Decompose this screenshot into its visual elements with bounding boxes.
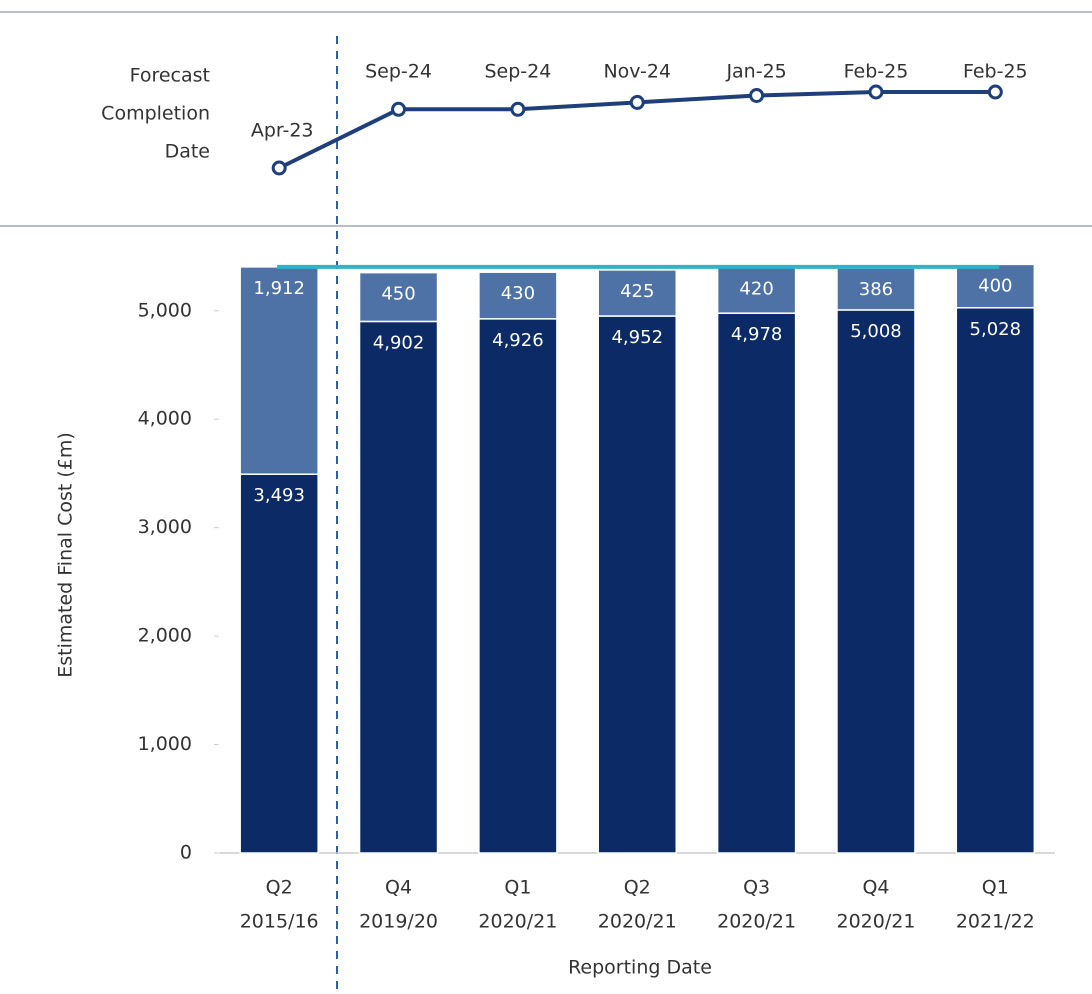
y-tick-label: 1,000 xyxy=(138,733,192,755)
bar-segment xyxy=(836,309,916,854)
y-tick-label: 0 xyxy=(180,842,192,864)
x-tick-label: 2015/16 xyxy=(240,911,319,933)
x-tick-label: Q2 xyxy=(624,877,651,899)
x-tick-label: Q3 xyxy=(743,877,770,899)
data-label: 4,926 xyxy=(492,330,544,351)
data-label: Nov-24 xyxy=(603,61,671,83)
bar-segment xyxy=(358,320,439,854)
x-tick-label: Q4 xyxy=(385,877,412,899)
x-tick-label: 2020/21 xyxy=(717,911,796,933)
bar-segment xyxy=(597,315,677,854)
data-label: Sep-24 xyxy=(365,61,432,83)
x-tick-label: 2019/20 xyxy=(359,911,438,933)
y-tick-label: 3,000 xyxy=(138,516,192,538)
data-label: 386 xyxy=(859,279,893,300)
data-label: 1,912 xyxy=(253,278,305,299)
forecast-point xyxy=(749,88,765,104)
line-title: Date xyxy=(165,141,210,163)
data-label: Feb-25 xyxy=(844,61,909,83)
x-tick-label: Q4 xyxy=(862,877,889,899)
data-label: 450 xyxy=(381,284,415,305)
bar-segment xyxy=(239,266,319,475)
x-tick-label: 2021/22 xyxy=(956,911,1035,933)
x-tick-label: Q1 xyxy=(982,877,1009,899)
bar-segment xyxy=(358,271,439,323)
x-tick-label: Q1 xyxy=(504,877,531,899)
data-label: 4,952 xyxy=(611,327,663,348)
line-title: Completion xyxy=(101,103,210,125)
data-label: 425 xyxy=(620,281,654,302)
forecast-point xyxy=(510,101,526,117)
bar-segment xyxy=(716,266,797,314)
x-tick-label: 2020/21 xyxy=(836,911,915,933)
data-label: 3,493 xyxy=(253,485,305,506)
x-axis-label: Reporting Date xyxy=(568,957,712,979)
forecast-point xyxy=(987,84,1003,100)
bar-segment xyxy=(478,318,558,854)
bar-segment xyxy=(239,473,319,854)
x-tick-label: 2020/21 xyxy=(598,911,677,933)
data-label: Apr-23 xyxy=(251,120,314,142)
y-axis-label: Estimated Final Cost (£m) xyxy=(55,432,77,678)
x-tick-label: 2020/21 xyxy=(478,911,557,933)
bar-segment xyxy=(597,269,677,317)
y-tick-label: 4,000 xyxy=(138,408,192,430)
data-label: 4,978 xyxy=(731,324,783,345)
data-label: 5,028 xyxy=(970,319,1022,340)
data-label: 400 xyxy=(978,275,1012,296)
forecast-point xyxy=(271,160,287,176)
forecast-point xyxy=(629,94,645,110)
data-label: 5,008 xyxy=(850,321,902,342)
forecast-point xyxy=(391,101,407,117)
data-label: 4,902 xyxy=(373,332,425,353)
y-tick-label: 2,000 xyxy=(138,625,192,647)
bar-segment xyxy=(716,312,797,854)
bar-segment xyxy=(836,267,916,311)
line-title: Forecast xyxy=(130,65,210,87)
y-tick-label: 5,000 xyxy=(138,299,192,321)
data-label: Feb-25 xyxy=(963,61,1028,83)
x-tick-label: Q2 xyxy=(266,877,293,899)
bar-segment xyxy=(955,263,1036,309)
forecast-point xyxy=(868,84,884,100)
data-label: Sep-24 xyxy=(484,61,551,83)
bar-segment xyxy=(955,307,1036,854)
data-label: 420 xyxy=(739,279,773,300)
data-label: 430 xyxy=(501,283,535,304)
data-label: Jan-25 xyxy=(725,61,786,83)
bar-segment xyxy=(478,271,558,320)
